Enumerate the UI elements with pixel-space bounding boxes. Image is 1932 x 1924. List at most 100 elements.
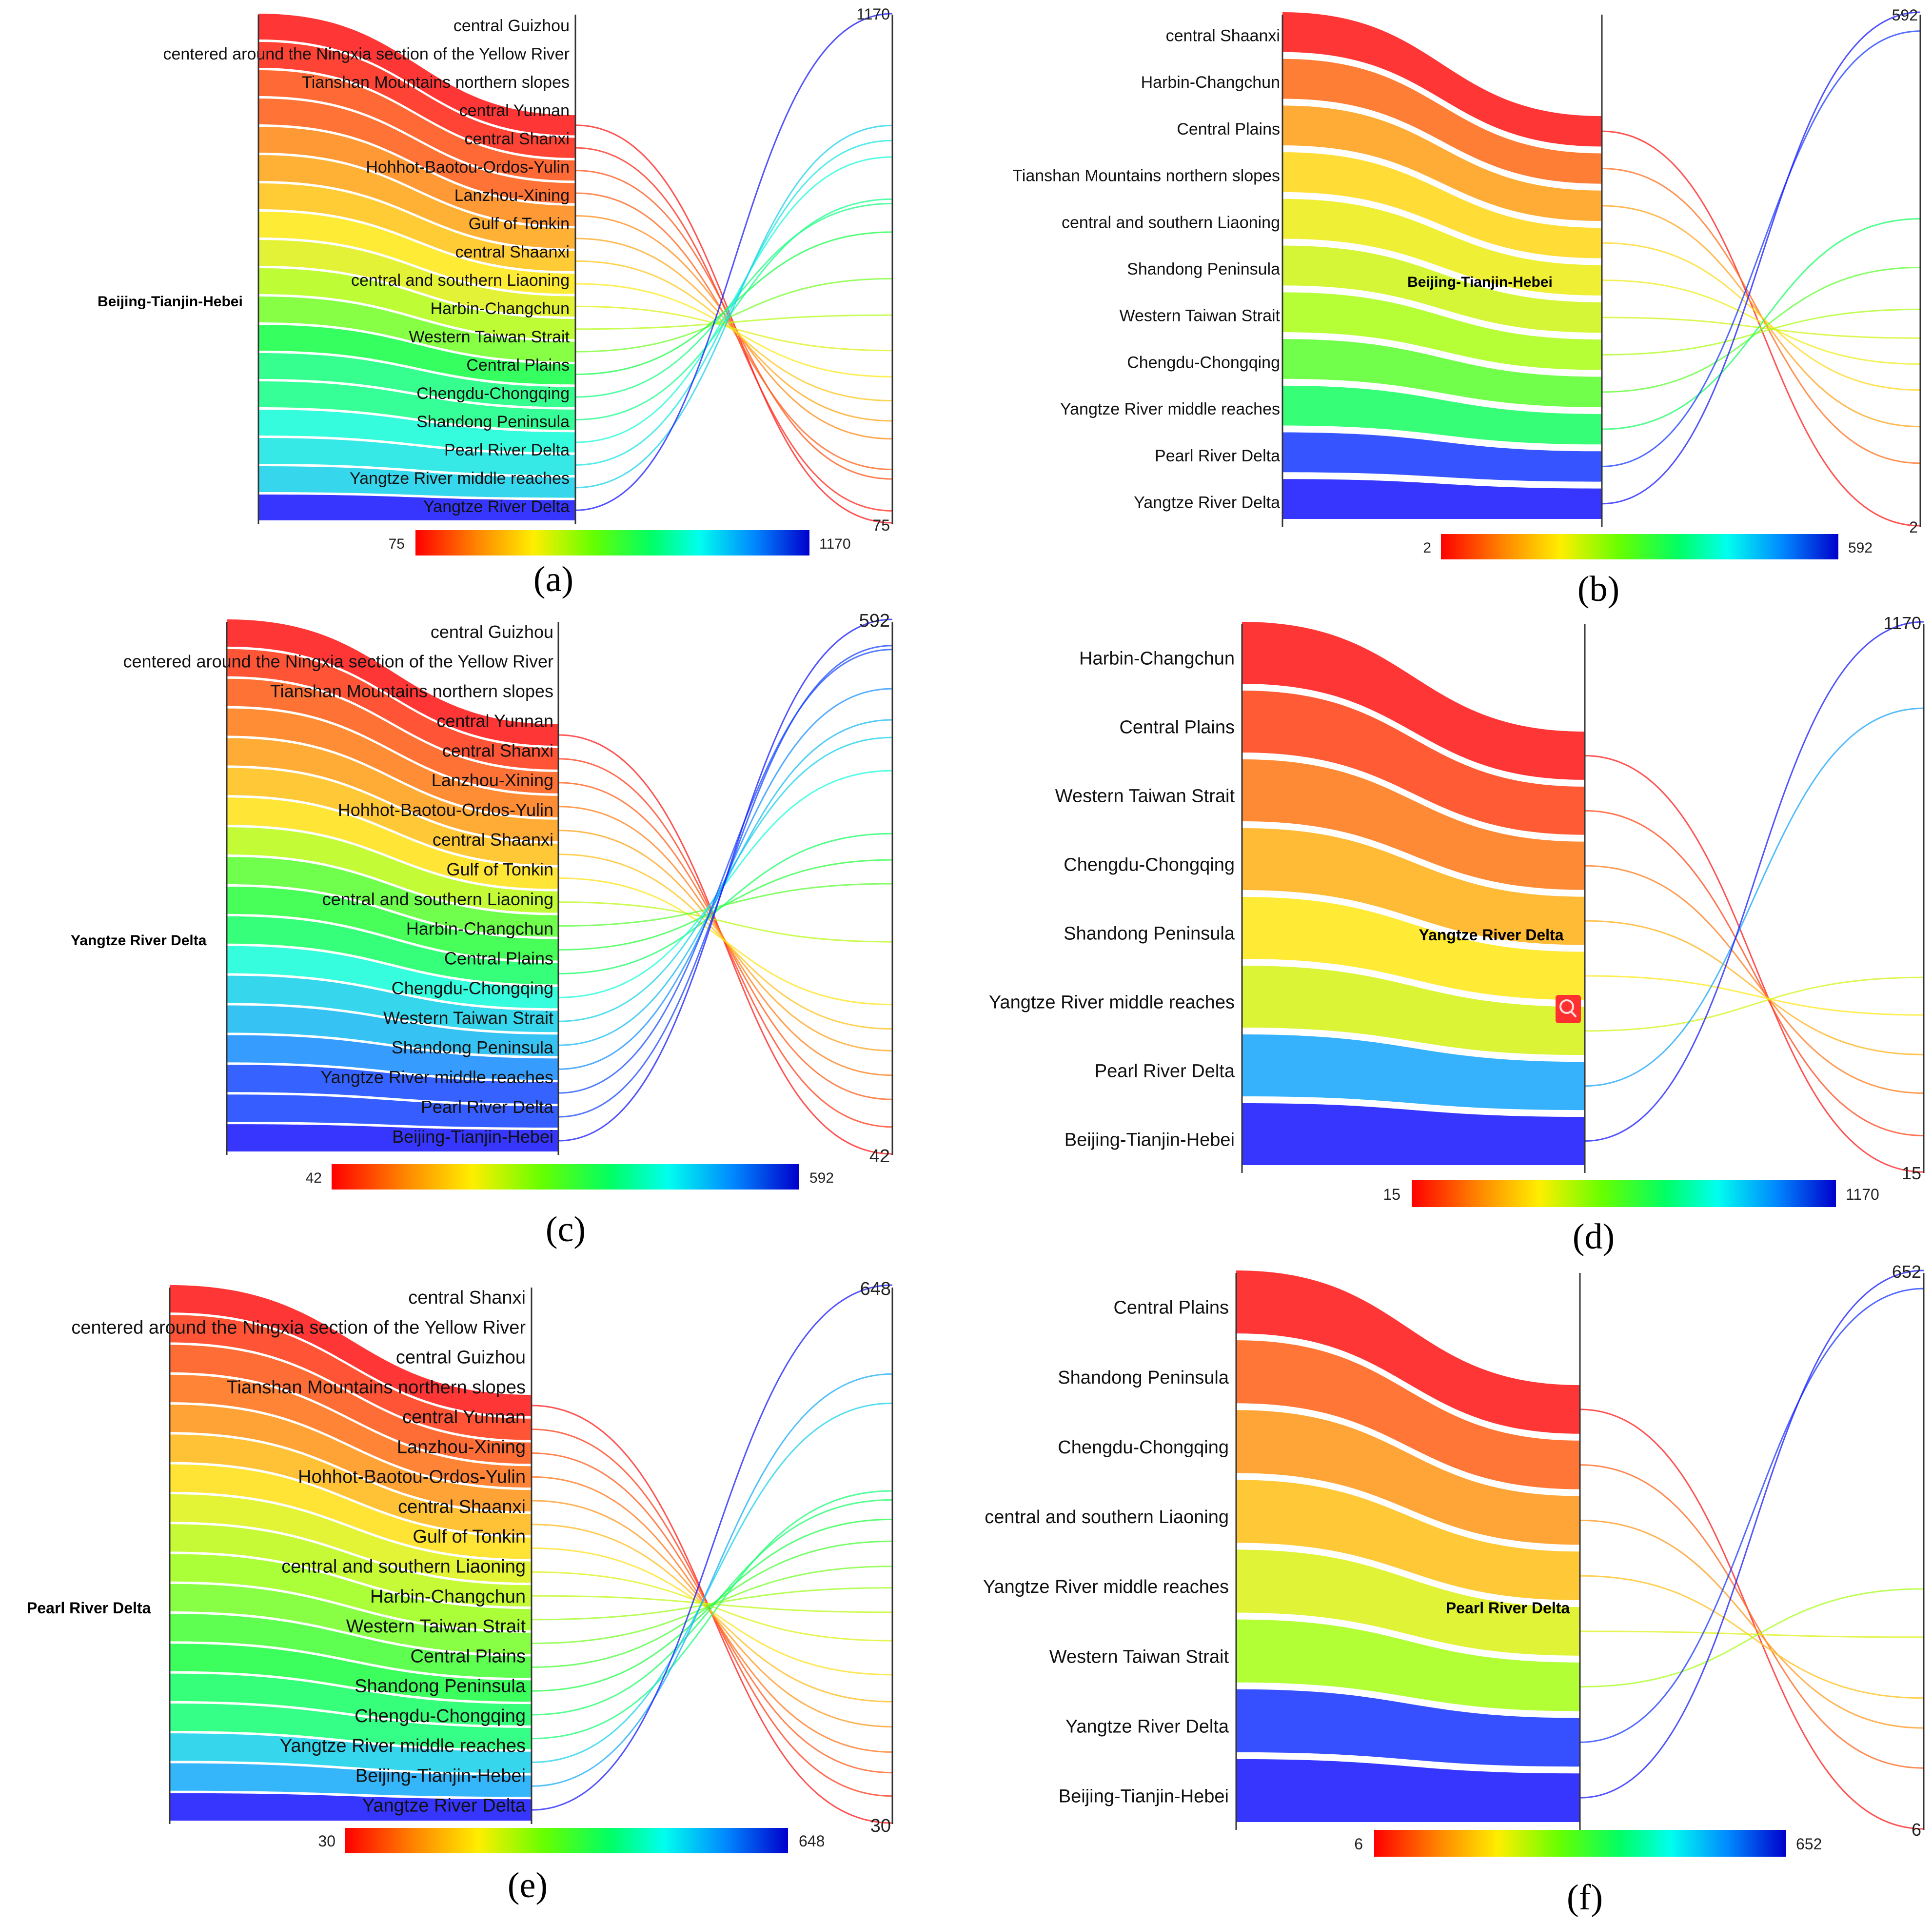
flow-band[interactable] — [1242, 1103, 1585, 1165]
flow-band[interactable] — [258, 325, 575, 385]
value-line[interactable] — [1584, 865, 1924, 1094]
flow-band[interactable] — [227, 1065, 558, 1104]
value-line[interactable] — [1584, 621, 1924, 1142]
flow-band[interactable] — [170, 1614, 532, 1678]
flow-band[interactable] — [258, 353, 575, 407]
value-line[interactable] — [558, 833, 893, 974]
flow-band[interactable] — [1282, 59, 1602, 184]
flow-band[interactable] — [1236, 1410, 1580, 1545]
flow-band[interactable] — [258, 127, 575, 226]
flow-band[interactable] — [227, 678, 558, 793]
flow-band[interactable] — [227, 708, 558, 817]
value-line[interactable] — [575, 278, 893, 353]
value-line[interactable] — [1579, 1588, 1924, 1688]
flow-band[interactable] — [1282, 198, 1602, 296]
flow-band[interactable] — [1242, 1034, 1585, 1111]
flow-band[interactable] — [258, 240, 575, 317]
value-line[interactable] — [575, 156, 893, 443]
flow-band[interactable] — [1282, 292, 1602, 370]
value-line[interactable] — [531, 1547, 893, 1676]
flow-band[interactable] — [1242, 759, 1585, 890]
value-line[interactable] — [531, 1518, 893, 1692]
flow-band[interactable] — [170, 1315, 532, 1440]
flow-band[interactable] — [170, 1644, 532, 1702]
value-line[interactable] — [1579, 1269, 1924, 1799]
flow-band[interactable] — [1236, 1759, 1580, 1822]
value-line[interactable] — [575, 13, 893, 511]
flow-band[interactable] — [258, 99, 575, 203]
flow-band[interactable] — [227, 1035, 558, 1080]
zoom-button[interactable] — [1556, 995, 1581, 1023]
flow-band[interactable] — [170, 1703, 532, 1749]
value-line[interactable] — [1579, 1575, 1924, 1699]
value-line[interactable] — [1584, 707, 1924, 1087]
flow-band[interactable] — [1236, 1689, 1580, 1767]
value-line[interactable] — [558, 877, 893, 1006]
value-line[interactable] — [1579, 1630, 1924, 1638]
flow-band[interactable] — [170, 1434, 532, 1535]
value-line[interactable] — [1579, 1288, 1924, 1743]
value-line[interactable] — [575, 124, 893, 489]
flow-band[interactable] — [170, 1494, 532, 1583]
flow-band[interactable] — [1282, 479, 1602, 519]
value-line[interactable] — [558, 649, 893, 1094]
value-line[interactable] — [575, 170, 893, 480]
flow-band[interactable] — [170, 1285, 532, 1416]
value-line[interactable] — [531, 1499, 893, 1716]
value-line[interactable] — [531, 1524, 893, 1703]
flow-band[interactable] — [170, 1554, 532, 1630]
flow-band[interactable] — [1282, 432, 1602, 482]
flow-band[interactable] — [258, 438, 575, 476]
flow-band[interactable] — [170, 1733, 532, 1773]
value-line[interactable] — [1584, 754, 1924, 1173]
flow-band[interactable] — [1282, 385, 1602, 445]
flow-band[interactable] — [258, 268, 575, 339]
flow-band[interactable] — [170, 1405, 532, 1511]
flow-band[interactable] — [258, 155, 575, 249]
flow-band[interactable] — [1282, 105, 1602, 221]
flow-band[interactable] — [170, 1793, 532, 1821]
flow-band[interactable] — [227, 975, 558, 1032]
flow-band[interactable] — [258, 183, 575, 272]
value-line[interactable] — [1601, 242, 1921, 391]
flow-band[interactable] — [227, 738, 558, 841]
flow-band[interactable] — [227, 1005, 558, 1056]
flow-band[interactable] — [1236, 1480, 1580, 1600]
flow-band[interactable] — [1282, 339, 1602, 407]
value-line[interactable] — [558, 618, 893, 1142]
flow-band[interactable] — [227, 887, 558, 961]
value-line[interactable] — [531, 1284, 893, 1811]
value-line[interactable] — [1579, 1519, 1924, 1729]
flow-band[interactable] — [227, 946, 558, 1009]
flow-band[interactable] — [227, 1124, 558, 1151]
flow-band[interactable] — [227, 797, 558, 889]
value-line[interactable] — [558, 758, 893, 1128]
flow-band[interactable] — [1282, 245, 1602, 333]
value-line[interactable] — [575, 314, 893, 330]
value-line[interactable] — [1601, 279, 1921, 365]
flow-band[interactable] — [1236, 1270, 1580, 1434]
flow-band[interactable] — [1282, 12, 1602, 147]
flow-band[interactable] — [258, 70, 575, 181]
value-line[interactable] — [575, 283, 893, 377]
flow-band[interactable] — [170, 1374, 532, 1488]
value-line[interactable] — [575, 139, 893, 466]
value-line[interactable] — [1601, 30, 1921, 467]
flow-band[interactable] — [1242, 691, 1585, 835]
flow-band[interactable] — [1242, 966, 1585, 1055]
value-line[interactable] — [1584, 810, 1924, 1137]
flow-band[interactable] — [1236, 1619, 1580, 1711]
value-line[interactable] — [531, 1490, 893, 1740]
value-line[interactable] — [1584, 920, 1924, 1055]
flow-band[interactable] — [170, 1584, 532, 1654]
flow-band[interactable] — [258, 212, 575, 294]
flow-band[interactable] — [1236, 1340, 1580, 1489]
value-line[interactable] — [1601, 266, 1921, 393]
flow-band[interactable] — [258, 297, 575, 362]
flow-band[interactable] — [258, 14, 575, 136]
value-line[interactable] — [1601, 11, 1921, 505]
value-line[interactable] — [1584, 976, 1924, 1032]
flow-band[interactable] — [170, 1673, 532, 1726]
value-line[interactable] — [1601, 308, 1921, 356]
flow-band[interactable] — [227, 1094, 558, 1128]
